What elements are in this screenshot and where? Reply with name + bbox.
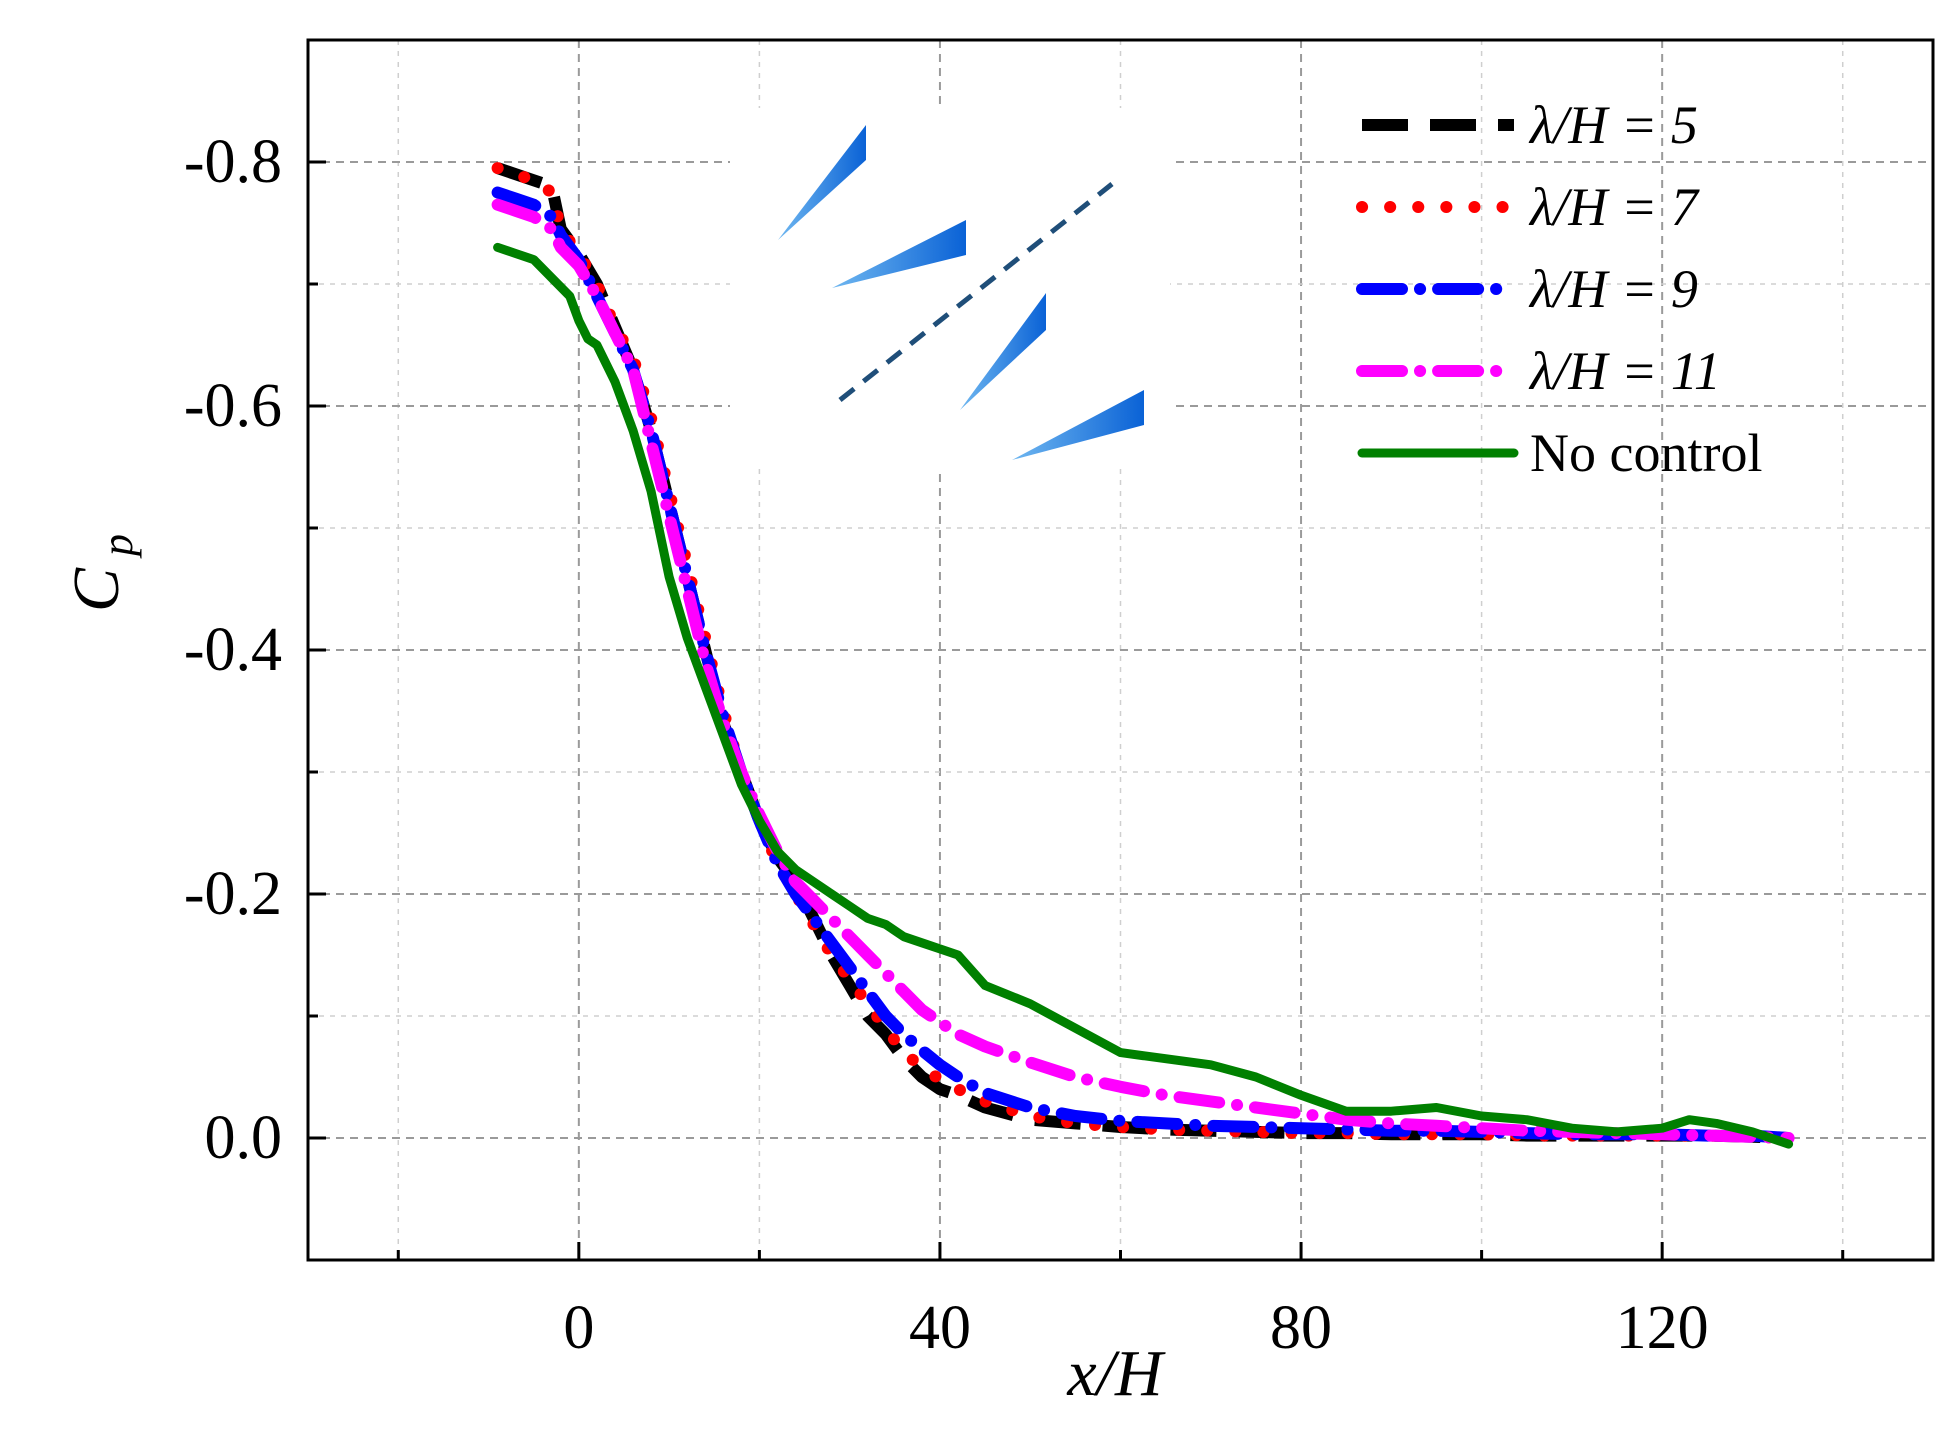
vortex-generator-inset-illustration: [730, 108, 1170, 468]
x-tick-label: 40: [909, 1294, 971, 1362]
y-tick-label: -0.6: [184, 372, 282, 440]
vane-shape-1: [778, 125, 866, 240]
series-group: [491, 162, 1795, 1149]
legend-label-4: λ/H = 11: [1528, 341, 1721, 401]
x-tick-label: 0: [563, 1294, 594, 1362]
series-line-5: [493, 242, 1794, 1149]
vane-shape-3: [960, 293, 1046, 410]
legend-label-1: λ/H = 5: [1528, 95, 1698, 155]
inset-background: [730, 108, 1170, 468]
y-axis-title-main: C: [60, 567, 133, 612]
y-tick-label: -0.2: [184, 860, 282, 928]
x-axis-title: x/H: [1066, 1337, 1166, 1410]
legend-label-3: λ/H = 9: [1528, 259, 1698, 319]
legend-label-5: No control: [1530, 423, 1762, 483]
y-tick-label: -0.4: [184, 616, 282, 684]
y-axis-title: C p: [60, 534, 142, 612]
x-tick-label: 80: [1270, 1294, 1332, 1362]
vane-shape-2: [832, 220, 966, 288]
y-tick-label: -0.8: [184, 128, 282, 196]
y-tick-label: 0.0: [205, 1104, 283, 1172]
series-line-4: [491, 198, 1795, 1144]
series-line-3: [491, 186, 1795, 1144]
vane-shape-4: [1012, 390, 1144, 460]
x-tick-label: 120: [1616, 1294, 1709, 1362]
legend-label-2: λ/H = 7: [1528, 177, 1700, 237]
axis-ticks: 0 40 80 120 -0.8 -0.6 -0.4 -0.2 0.0: [184, 128, 1845, 1362]
legend: λ/H = 5 λ/H = 7 λ/H = 9 λ/H = 11 No control: [1356, 95, 1762, 483]
y-axis-title-subscript: p: [93, 534, 142, 559]
